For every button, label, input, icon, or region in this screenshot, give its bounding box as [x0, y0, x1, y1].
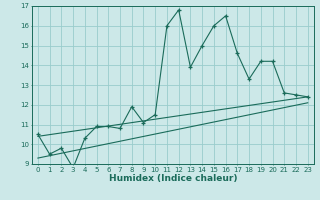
- X-axis label: Humidex (Indice chaleur): Humidex (Indice chaleur): [108, 174, 237, 183]
